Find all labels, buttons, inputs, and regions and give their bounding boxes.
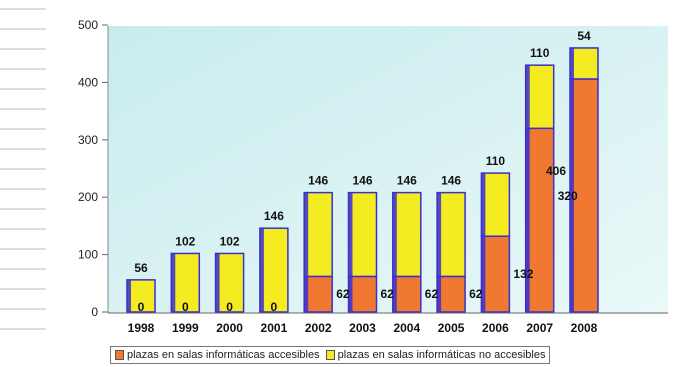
label-accessible: 62 bbox=[381, 287, 395, 301]
bar-not-accessible bbox=[347, 191, 378, 278]
bar-not-accessible bbox=[303, 191, 333, 278]
legend-label-not-accessible: plazas en salas informáticas no accesibl… bbox=[337, 349, 546, 361]
value-labels-group: 56 0 102 0 102 0 146 0 146 62 146 62 146 62 146 62 110 13… bbox=[134, 29, 591, 314]
y-axis: 0 100 200 300 400 500 bbox=[78, 18, 109, 319]
label-not-accessible: 146 bbox=[264, 209, 284, 223]
bar-not-accessible bbox=[392, 191, 422, 278]
label-not-accessible: 146 bbox=[308, 174, 328, 188]
bar-not-accessible bbox=[259, 227, 289, 313]
label-not-accessible: 110 bbox=[486, 154, 506, 168]
legend: plazas en salas informáticas accesibles … bbox=[110, 346, 551, 364]
bar-accessible bbox=[303, 275, 333, 313]
bar-edge-band bbox=[215, 253, 220, 312]
bar-edge-band bbox=[392, 192, 397, 312]
bar-edge-band bbox=[570, 47, 574, 313]
bar-not-accessible bbox=[480, 172, 511, 237]
x-tick-label: 1999 bbox=[172, 321, 199, 335]
y-tick-label: 300 bbox=[78, 133, 98, 147]
bar-edge-band bbox=[127, 279, 131, 312]
y-tick-label: 400 bbox=[78, 75, 98, 89]
bars-group bbox=[126, 47, 599, 313]
legend-label-accessible: plazas en salas informáticas accesibles bbox=[127, 349, 320, 361]
label-not-accessible: 146 bbox=[352, 174, 372, 188]
y-tick-label: 200 bbox=[78, 190, 98, 204]
label-not-accessible: 102 bbox=[220, 234, 240, 248]
bar-edge-band bbox=[171, 253, 176, 312]
bar-not-accessible bbox=[569, 47, 599, 80]
legend-item-not-accessible: plazas en salas informáticas no accesibl… bbox=[325, 349, 546, 361]
label-accessible: 0 bbox=[271, 300, 278, 314]
bar-edge-band bbox=[304, 192, 309, 312]
y-tick-label: 0 bbox=[91, 305, 98, 319]
x-tick-label: 2008 bbox=[571, 321, 598, 335]
x-tick-label: 2004 bbox=[393, 321, 420, 335]
label-not-accessible: 110 bbox=[530, 46, 550, 60]
x-tick-label: 2000 bbox=[216, 321, 243, 335]
bar-not-accessible bbox=[436, 191, 466, 278]
label-accessible: 62 bbox=[336, 287, 350, 301]
bar-accessible bbox=[524, 127, 555, 313]
label-accessible: 0 bbox=[182, 300, 189, 314]
y-tick-label: 500 bbox=[78, 18, 98, 32]
x-tick-label: 2003 bbox=[349, 321, 376, 335]
label-accessible: 0 bbox=[138, 300, 145, 314]
bar-edge-band bbox=[481, 173, 486, 312]
bar-edge-band bbox=[437, 192, 442, 312]
x-tick-label: 2005 bbox=[438, 321, 465, 335]
legend-swatch-accessible bbox=[115, 350, 124, 360]
x-tick-label: 2006 bbox=[482, 321, 509, 335]
legend-swatch-not-accessible bbox=[325, 350, 335, 360]
legend-item-accessible: plazas en salas informáticas accesibles bbox=[115, 349, 320, 361]
x-axis: 1998 1999 2000 2001 2002 2003 2004 2005 2006 2007… bbox=[108, 312, 668, 335]
bar-accessible bbox=[347, 275, 378, 313]
bar-not-accessible bbox=[524, 64, 555, 130]
bar-edge-band bbox=[348, 192, 353, 312]
label-not-accessible: 146 bbox=[441, 174, 461, 188]
label-accessible: 62 bbox=[469, 287, 483, 301]
label-not-accessible: 146 bbox=[397, 174, 417, 188]
left-decor-lines bbox=[0, 8, 46, 330]
label-accessible: 62 bbox=[425, 287, 439, 301]
label-accessible: 320 bbox=[558, 189, 578, 203]
bar-edge-band bbox=[259, 228, 264, 312]
label-not-accessible: 54 bbox=[577, 29, 591, 43]
x-tick-label: 1998 bbox=[128, 321, 155, 335]
label-not-accessible: 56 bbox=[134, 261, 148, 275]
label-accessible: 0 bbox=[226, 300, 233, 314]
bar-not-accessible bbox=[214, 252, 245, 313]
label-accessible: 406 bbox=[546, 164, 566, 178]
label-not-accessible: 102 bbox=[175, 234, 195, 248]
label-accessible: 132 bbox=[513, 267, 533, 281]
x-tick-label: 2001 bbox=[261, 321, 288, 335]
y-tick-label: 100 bbox=[78, 248, 98, 262]
x-tick-label: 2007 bbox=[526, 321, 553, 335]
bar-accessible bbox=[436, 275, 466, 313]
bar-edge-band bbox=[525, 65, 530, 313]
bar-accessible bbox=[392, 275, 422, 313]
bar-accessible bbox=[480, 235, 511, 313]
x-tick-label: 2002 bbox=[305, 321, 332, 335]
